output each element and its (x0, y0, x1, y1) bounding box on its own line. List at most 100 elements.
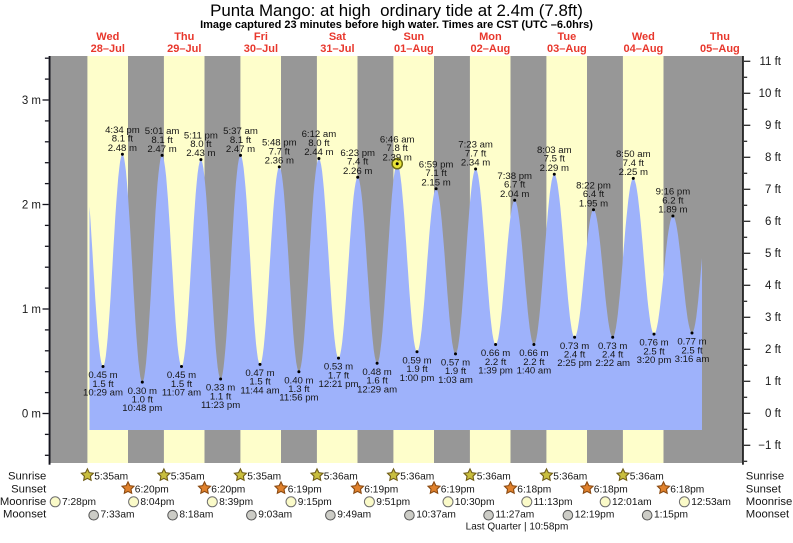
svg-text:5:35am: 5:35am (247, 472, 281, 483)
svg-text:2.36 m: 2.36 m (265, 156, 294, 167)
svg-text:6:19pm: 6:19pm (441, 484, 475, 495)
svg-text:11:44 am: 11:44 am (240, 385, 279, 396)
svg-text:2:22 am: 2:22 am (595, 358, 630, 369)
svg-text:31–Jul: 31–Jul (320, 43, 354, 55)
svg-text:8:22 pm: 8:22 pm (576, 180, 611, 191)
svg-text:1.95 m: 1.95 m (579, 198, 608, 209)
svg-text:2.5 ft: 2.5 ft (643, 346, 665, 357)
svg-text:Sunrise: Sunrise (746, 471, 784, 483)
svg-text:11:07 am: 11:07 am (162, 388, 201, 399)
svg-text:5:35am: 5:35am (171, 472, 205, 483)
svg-text:1.0 ft: 1.0 ft (132, 394, 154, 405)
svg-text:2:25 pm: 2:25 pm (557, 358, 592, 369)
svg-text:2.47 m: 2.47 m (147, 144, 176, 155)
svg-text:8:03 am: 8:03 am (537, 145, 572, 156)
svg-text:2.43 m: 2.43 m (186, 148, 215, 159)
svg-text:6:12 am: 6:12 am (302, 129, 337, 140)
svg-text:0.40 m: 0.40 m (284, 375, 313, 386)
svg-text:2 m: 2 m (22, 200, 41, 212)
svg-text:4 ft: 4 ft (765, 280, 782, 292)
svg-text:Moonset: Moonset (746, 509, 790, 521)
svg-text:6.7 ft: 6.7 ft (504, 180, 526, 191)
svg-text:Wed: Wed (96, 31, 119, 43)
svg-text:6:19pm: 6:19pm (364, 484, 398, 495)
svg-text:Fri: Fri (254, 31, 268, 43)
svg-text:3 m: 3 m (22, 95, 41, 107)
svg-text:2.15 m: 2.15 m (421, 177, 450, 188)
svg-text:10:37am: 10:37am (416, 510, 456, 521)
svg-text:0.45 m: 0.45 m (167, 370, 196, 381)
svg-text:1 m: 1 m (22, 304, 41, 316)
svg-text:Moonrise: Moonrise (0, 496, 46, 508)
svg-text:2.26 m: 2.26 m (343, 166, 372, 177)
svg-text:9:16 pm: 9:16 pm (656, 187, 691, 198)
svg-text:7:38 pm: 7:38 pm (497, 171, 532, 182)
svg-text:1 ft: 1 ft (765, 376, 782, 388)
svg-text:0.76 m: 0.76 m (639, 338, 668, 349)
svg-text:1.6 ft: 1.6 ft (366, 376, 388, 387)
svg-text:6:20pm: 6:20pm (211, 484, 245, 495)
svg-text:3:20 pm: 3:20 pm (637, 355, 672, 366)
svg-text:11:56 pm: 11:56 pm (279, 393, 318, 404)
svg-text:04–Aug: 04–Aug (624, 43, 664, 55)
svg-text:1.89 m: 1.89 m (658, 205, 687, 216)
svg-text:03–Aug: 03–Aug (547, 43, 587, 55)
svg-text:Thu: Thu (174, 31, 194, 43)
svg-text:30–Jul: 30–Jul (244, 43, 278, 55)
svg-text:Thu: Thu (710, 31, 730, 43)
svg-text:7:28pm: 7:28pm (62, 497, 96, 508)
svg-text:11:13pm: 11:13pm (534, 497, 573, 508)
svg-text:1.5 ft: 1.5 ft (171, 379, 193, 390)
svg-text:12:19pm: 12:19pm (575, 510, 615, 521)
svg-text:2.48 m: 2.48 m (108, 143, 137, 154)
svg-text:2.04 m: 2.04 m (500, 189, 529, 200)
svg-text:5:48 pm: 5:48 pm (262, 138, 297, 149)
svg-text:Sun: Sun (404, 31, 425, 43)
svg-text:Sat: Sat (329, 31, 346, 43)
svg-text:Last Quarter | 10:58pm: Last Quarter | 10:58pm (466, 522, 569, 533)
svg-text:0 m: 0 m (22, 409, 41, 421)
svg-text:12:29 am: 12:29 am (357, 384, 397, 395)
svg-text:7.7 ft: 7.7 ft (269, 146, 291, 157)
svg-text:7.7 ft: 7.7 ft (465, 148, 487, 159)
svg-text:10 ft: 10 ft (759, 88, 782, 100)
svg-text:1:15pm: 1:15pm (654, 510, 688, 521)
svg-text:8 ft: 8 ft (765, 152, 782, 164)
svg-text:5:36am: 5:36am (400, 472, 434, 483)
svg-text:6.4 ft: 6.4 ft (583, 189, 605, 200)
svg-text:1.7 ft: 1.7 ft (328, 370, 350, 381)
svg-text:2.4 ft: 2.4 ft (564, 350, 586, 361)
svg-text:0.30 m: 0.30 m (128, 386, 157, 397)
svg-text:3 ft: 3 ft (765, 312, 782, 324)
svg-text:8:50 am: 8:50 am (616, 149, 651, 160)
svg-text:8.1 ft: 8.1 ft (151, 135, 173, 146)
svg-text:8.1 ft: 8.1 ft (230, 135, 252, 146)
svg-text:Moonrise: Moonrise (746, 496, 792, 508)
svg-text:2.2 ft: 2.2 ft (485, 357, 507, 368)
svg-text:4:34 pm: 4:34 pm (105, 125, 140, 136)
svg-text:8:18am: 8:18am (179, 510, 213, 521)
svg-text:Moonset: Moonset (3, 509, 47, 521)
svg-text:Mon: Mon (479, 31, 502, 43)
svg-text:7.5 ft: 7.5 ft (544, 154, 566, 165)
svg-text:7:23 am: 7:23 am (458, 140, 493, 151)
svg-text:0.66 m: 0.66 m (519, 348, 548, 359)
svg-text:6:18pm: 6:18pm (594, 484, 628, 495)
svg-text:Wed: Wed (632, 31, 655, 43)
svg-text:0.77 m: 0.77 m (677, 337, 706, 348)
svg-text:28–Jul: 28–Jul (91, 43, 125, 55)
svg-text:9:51pm: 9:51pm (376, 497, 410, 508)
svg-text:Image captured 23 minutes befo: Image captured 23 minutes before high wa… (200, 19, 593, 31)
svg-text:5:36am: 5:36am (553, 472, 587, 483)
svg-text:8.0 ft: 8.0 ft (308, 138, 330, 149)
svg-text:1:03 am: 1:03 am (438, 375, 473, 386)
svg-text:0.47 m: 0.47 m (245, 368, 274, 379)
svg-text:Tue: Tue (558, 31, 577, 43)
svg-text:2.44 m: 2.44 m (304, 147, 333, 158)
svg-text:8.0 ft: 8.0 ft (190, 139, 212, 150)
svg-text:11:27am: 11:27am (495, 510, 534, 521)
svg-text:0.57 m: 0.57 m (441, 358, 470, 369)
svg-text:1:40 am: 1:40 am (517, 366, 552, 377)
svg-text:Sunrise: Sunrise (8, 471, 46, 483)
svg-text:0.33 m: 0.33 m (206, 383, 235, 394)
